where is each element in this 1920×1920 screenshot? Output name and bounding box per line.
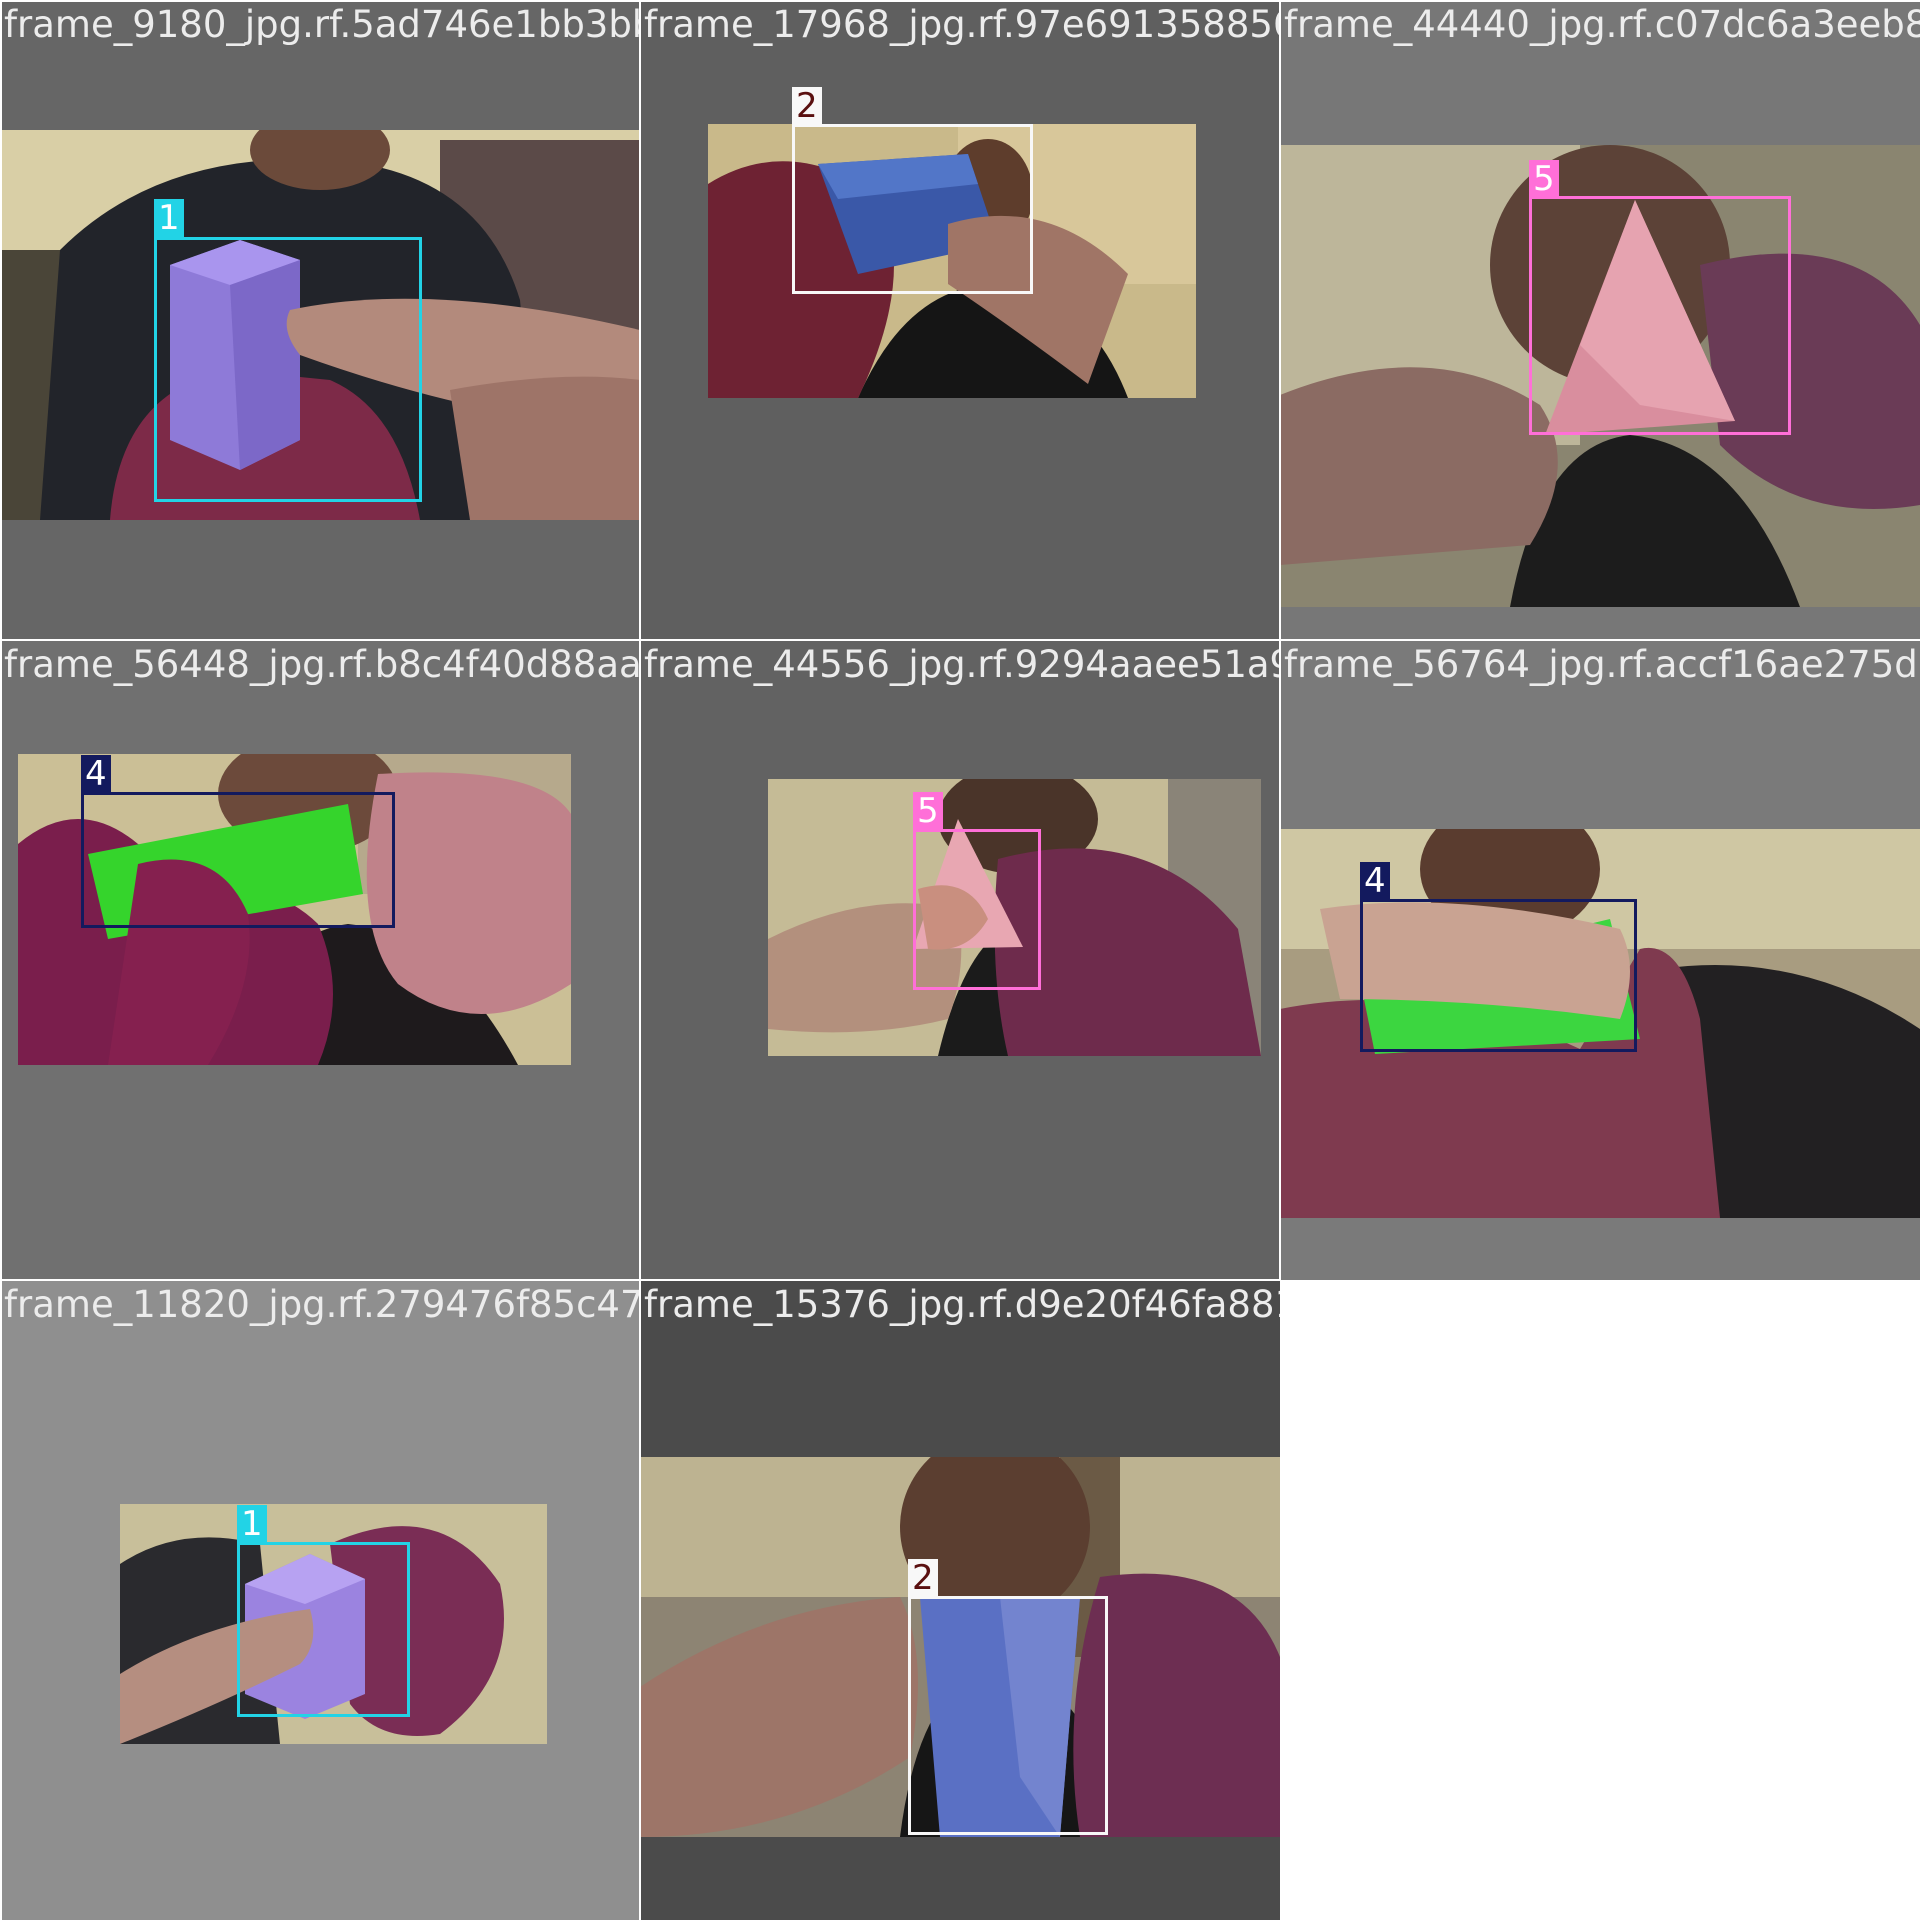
grid-divider	[0, 0, 1920, 2]
detection-box	[1529, 196, 1791, 435]
image-filename: frame_56448_jpg.rf.b8c4f40d88aab1bdae51f	[4, 643, 640, 686]
mosaic-tile: 2 frame_17968_jpg.rf.97e6913588563950b3e…	[640, 0, 1280, 640]
grid-divider	[639, 0, 641, 1920]
image-filename: frame_17968_jpg.rf.97e6913588563950b3e45	[644, 3, 1280, 46]
frame-image	[1280, 829, 1920, 1218]
detection-class-label: 5	[1529, 160, 1559, 198]
mosaic-tile: 1 frame_9180_jpg.rf.5ad746e1bb3bb352fe0b…	[0, 0, 640, 640]
image-filename: frame_9180_jpg.rf.5ad746e1bb3bb352fe0bf5	[4, 3, 640, 46]
image-filename: frame_11820_jpg.rf.279476f85c473f7a	[4, 1283, 640, 1326]
detection-box	[81, 792, 395, 928]
frame-image	[18, 754, 571, 1065]
mosaic-tile: 5 frame_44556_jpg.rf.9294aaee51a9ad4bdef…	[640, 640, 1280, 1280]
image-filename: frame_44440_jpg.rf.c07dc6a3eeb8e6	[1284, 3, 1920, 46]
detection-box	[1360, 899, 1637, 1052]
frame-image	[120, 1504, 547, 1744]
frame-image	[708, 124, 1196, 398]
frame-image	[640, 1457, 1280, 1837]
detection-class-label: 2	[792, 87, 822, 125]
detection-class-label: 1	[237, 1505, 267, 1543]
detection-box	[154, 237, 422, 502]
detection-class-label: 1	[154, 199, 184, 237]
detection-box	[908, 1596, 1108, 1835]
mosaic-tile: 4 frame_56448_jpg.rf.b8c4f40d88aab1bdae5…	[0, 640, 640, 1280]
grid-divider	[0, 1279, 1280, 1281]
grid-divider	[0, 0, 2, 1920]
detection-class-label: 2	[908, 1559, 938, 1597]
detection-class-label: 5	[913, 792, 943, 830]
detection-box	[913, 829, 1041, 990]
detection-box	[792, 124, 1033, 294]
detection-box	[237, 1542, 410, 1717]
mosaic-tile: 1 frame_11820_jpg.rf.279476f85c473f7a	[0, 1280, 640, 1920]
mosaic-tile: 4 frame_56764_jpg.rf.accf16ae275d1e7	[1280, 640, 1920, 1280]
image-filename: frame_56764_jpg.rf.accf16ae275d1e7	[1284, 643, 1920, 686]
detection-class-label: 4	[1360, 862, 1390, 900]
grid-divider	[0, 639, 1920, 641]
image-filename: frame_44556_jpg.rf.9294aaee51a9ad4bdeff	[644, 643, 1280, 686]
mosaic-tile: 5 frame_44440_jpg.rf.c07dc6a3eeb8e6	[1280, 0, 1920, 640]
frame-image	[1280, 145, 1920, 607]
mosaic-tile: 2 frame_15376_jpg.rf.d9e20f46fa8810c68a5…	[640, 1280, 1280, 1920]
detection-class-label: 4	[81, 755, 111, 793]
frame-image	[0, 130, 640, 520]
image-filename: frame_15376_jpg.rf.d9e20f46fa8810c68a50f	[644, 1283, 1280, 1326]
